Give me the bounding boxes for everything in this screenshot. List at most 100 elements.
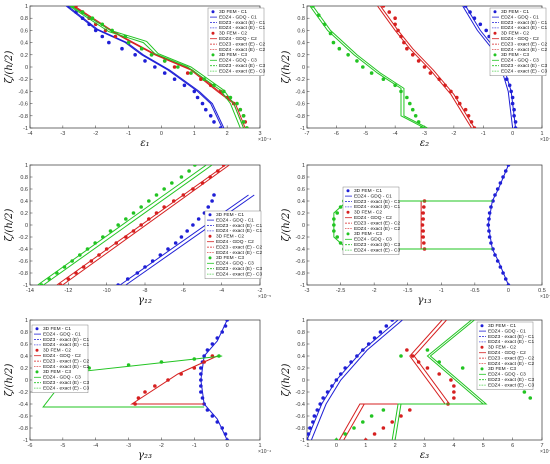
y-tick-label: 1 — [25, 163, 28, 169]
data-point — [116, 283, 120, 285]
legend-marker — [493, 10, 497, 14]
y-tick-label: 0 — [25, 65, 28, 71]
legend-entry: EDZ4 - GDQ - C2 — [501, 36, 539, 42]
x-tick-label: -1 — [126, 131, 131, 137]
x-tick-label: -7 — [305, 131, 310, 137]
chart-panel-3: -14 -12 -10 -8 -6 -4 -2 -1 -0.8 -0.6 -0.4 -0.2 0 0.2 0… — [4, 163, 271, 306]
legend-entry: 3D FEM - C3 — [488, 366, 516, 372]
x-tick-label: -1 — [481, 131, 486, 137]
legend-box — [207, 7, 265, 77]
x-tick-label: -0.5 — [470, 288, 479, 294]
legend-entry: EDZ4 - GDQ - C3 — [219, 58, 257, 64]
data-point — [528, 396, 533, 400]
data-point — [173, 241, 178, 245]
data-point — [191, 223, 195, 227]
legend-entry: 3D FEM - C2 — [354, 210, 382, 216]
y-tick-label: 0.8 — [297, 16, 305, 22]
y-tick-label: 1 — [25, 318, 28, 324]
legend-entry: EDZ3 - exact (E) - C1 — [488, 334, 534, 340]
legend-entry: EDZ4 - GDQ - C1 — [501, 14, 539, 20]
legend-entry: EDZ4 - exact (E) - C2 — [501, 47, 547, 53]
chart-panel-6: -1 0 1 2 3 4 5 6 7 -1 -0.8 -0.6 -0.4 -0.2 0 0.2 0.4 0.6 0.… — [281, 318, 550, 461]
y-tick-label: 0.4 — [297, 354, 305, 360]
x-tick-label: 1 — [193, 131, 196, 137]
data-point — [208, 114, 213, 118]
x-tick-label: -4 — [28, 131, 33, 137]
x-axis-label: ε₁ — [140, 138, 149, 149]
plot-area — [306, 164, 543, 286]
data-point — [421, 229, 425, 233]
series-line — [43, 165, 213, 285]
legend-entry: EDZ4 - GDQ - C1 — [216, 217, 254, 223]
x-tick-label: -1 — [192, 443, 197, 449]
data-point — [196, 217, 201, 221]
x-tick-label: -3 — [305, 288, 310, 294]
y-tick-label: 1 — [302, 4, 305, 10]
data-point — [124, 217, 128, 221]
legend-entry: 3D FEM - C1 — [216, 212, 244, 218]
y-tick-label: -0.8 — [296, 271, 305, 277]
data-point — [120, 46, 124, 51]
data-point — [421, 235, 425, 239]
y-tick-label: -0.8 — [19, 426, 28, 432]
y-tick-label: 0 — [302, 65, 305, 71]
data-point — [172, 77, 177, 81]
data-point — [378, 330, 383, 334]
data-point — [245, 126, 249, 128]
data-point — [399, 414, 403, 418]
x-tick-label: -6 — [28, 443, 33, 449]
legend-entry: EDZ3 - exact (E) - C2 — [216, 244, 262, 250]
x-exponent-label: ×10⁻⁵ — [258, 294, 271, 300]
legend-marker — [480, 324, 484, 328]
legend-entry: EDZ3 - exact (E) - C2 — [488, 355, 534, 361]
data-point — [405, 46, 409, 51]
data-point — [58, 283, 63, 285]
y-tick-label: -0.4 — [19, 402, 28, 408]
chart-panel-4: -3 -2.5 -2 -1.5 -1 -0.5 0 0.5 -1 -0.8 -0.6 -0.4 -0.2… — [281, 163, 550, 306]
y-axis-label: ζ/(h/2) — [4, 209, 15, 242]
data-point — [179, 235, 184, 239]
legend-entry: 3D FEM - C1 — [501, 9, 529, 15]
data-point — [162, 71, 167, 75]
data-point — [361, 420, 365, 424]
data-point — [153, 65, 157, 69]
series-line — [377, 6, 472, 128]
x-tick-label: 0 — [507, 288, 510, 294]
legend-entry: 3D FEM - C1 — [354, 188, 382, 194]
legend-entry: EDZ3 - exact (E) - C3 — [354, 242, 400, 248]
legend-marker — [211, 31, 215, 35]
data-point — [113, 34, 118, 39]
series-line — [56, 165, 226, 285]
data-point — [335, 235, 340, 239]
y-tick-label: -0.2 — [296, 390, 305, 396]
data-point — [193, 165, 197, 167]
legend-entry: 3D FEM - C3 — [501, 52, 529, 58]
data-point — [133, 53, 137, 57]
y-tick-label: -1 — [23, 283, 28, 289]
x-tick-label: 2 — [226, 131, 229, 137]
x-tick-label: -12 — [64, 288, 72, 294]
data-point — [139, 205, 143, 209]
data-point — [331, 40, 336, 45]
y-tick-label: -1 — [300, 126, 305, 132]
y-tick-label: 0.4 — [297, 41, 305, 47]
y-tick-label: -0.2 — [19, 77, 28, 83]
data-point — [405, 95, 409, 100]
x-tick-label: -3 — [60, 131, 65, 137]
x-tick-label: 3 — [258, 131, 261, 137]
x-tick-label: 0 — [335, 443, 338, 449]
data-point — [352, 426, 356, 430]
data-point — [238, 107, 243, 112]
legend-entry: EDZ4 - exact (E) - C1 — [43, 342, 89, 348]
y-tick-label: 0.6 — [297, 28, 305, 34]
legend-marker — [211, 10, 215, 14]
data-point — [381, 6, 386, 8]
legend-entry: EDZ3 - exact (E) - C1 — [216, 223, 262, 229]
legend-marker — [493, 31, 497, 35]
legend-entry: EDZ4 - exact (E) - C1 — [501, 25, 547, 31]
legend-entry: EDZ4 - GDQ - C2 — [216, 239, 254, 245]
data-point — [199, 390, 203, 394]
series-line — [119, 194, 249, 285]
